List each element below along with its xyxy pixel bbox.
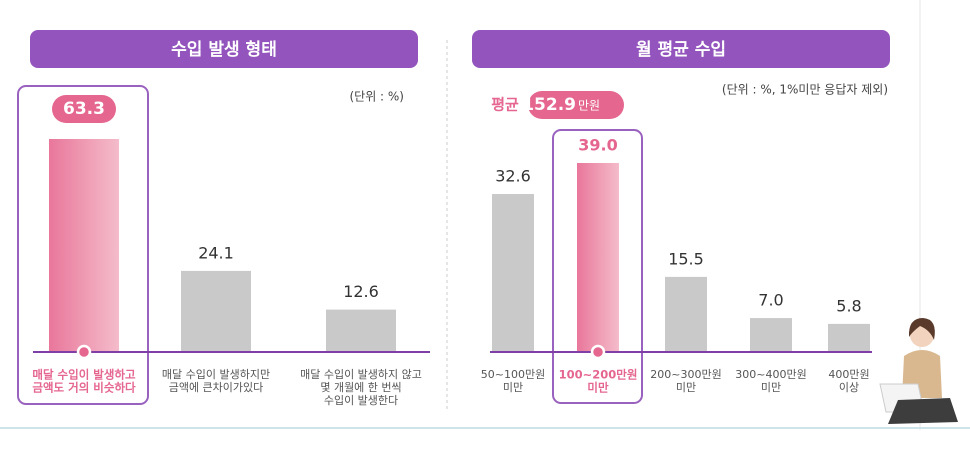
value-label: 24.1 — [198, 243, 234, 262]
highlight-dot — [590, 344, 606, 360]
highlight-box — [17, 85, 149, 405]
value-label: 63.3 — [63, 99, 105, 119]
bar — [665, 276, 707, 352]
average-value: 152.9 — [522, 95, 576, 115]
chart-title: 월 평균 수입 — [636, 40, 726, 60]
highlight-dot — [76, 344, 92, 360]
chart-title: 수입 발생 형태 — [171, 39, 277, 60]
value-label: 39.0 — [578, 136, 617, 155]
unit-note: (단위 : %) — [349, 90, 404, 104]
x-category-label: 300~400만원 — [735, 368, 806, 381]
x-category-label: 미만 — [676, 381, 696, 394]
value-label: 7.0 — [758, 291, 783, 310]
header-bar — [30, 30, 418, 68]
x-category-label: 매달 수입이 발생하지 않고 — [300, 367, 422, 381]
x-category-label: 100~200만원 — [559, 368, 638, 382]
bar — [326, 309, 396, 352]
person-illustration — [879, 318, 958, 424]
value-label: 32.6 — [495, 167, 531, 186]
value-pill — [52, 95, 116, 123]
x-category-label: 금액도 거의 비슷하다 — [32, 381, 136, 395]
x-category-label: 200~300만원 — [650, 368, 721, 381]
bar — [828, 323, 870, 352]
x-category-label: 미만 — [587, 381, 609, 395]
x-category-label: 매달 수입이 발생하고 — [32, 368, 136, 382]
bar — [181, 270, 251, 352]
value-label: 15.5 — [668, 249, 704, 268]
x-category-label: 50~100만원 — [481, 368, 545, 381]
value-label: 5.8 — [836, 296, 861, 315]
x-category-label: 수입이 발생한다 — [324, 394, 398, 407]
x-category-label: 400만원 — [828, 368, 869, 381]
header-bar — [472, 30, 890, 68]
highlight-box — [552, 129, 643, 404]
x-category-label: 몇 개월에 한 번씩 — [320, 381, 401, 394]
bar — [49, 139, 119, 352]
bar — [750, 318, 792, 352]
average-label: 평균 — [491, 96, 519, 114]
x-category-label: 미만 — [761, 381, 781, 394]
average-pill — [528, 91, 624, 119]
average-unit: 만원 — [578, 99, 600, 113]
x-category-label: 금액에 큰차이가있다 — [169, 381, 264, 394]
x-category-label: 매달 수입이 발생하지만 — [162, 367, 270, 381]
bar — [577, 163, 619, 352]
value-label: 12.6 — [343, 282, 379, 301]
unit-note: (단위 : %, 1%미만 응답자 제외) — [722, 83, 888, 97]
x-category-label: 이상 — [839, 381, 859, 394]
bar — [492, 194, 534, 352]
x-category-label: 미만 — [503, 381, 523, 394]
